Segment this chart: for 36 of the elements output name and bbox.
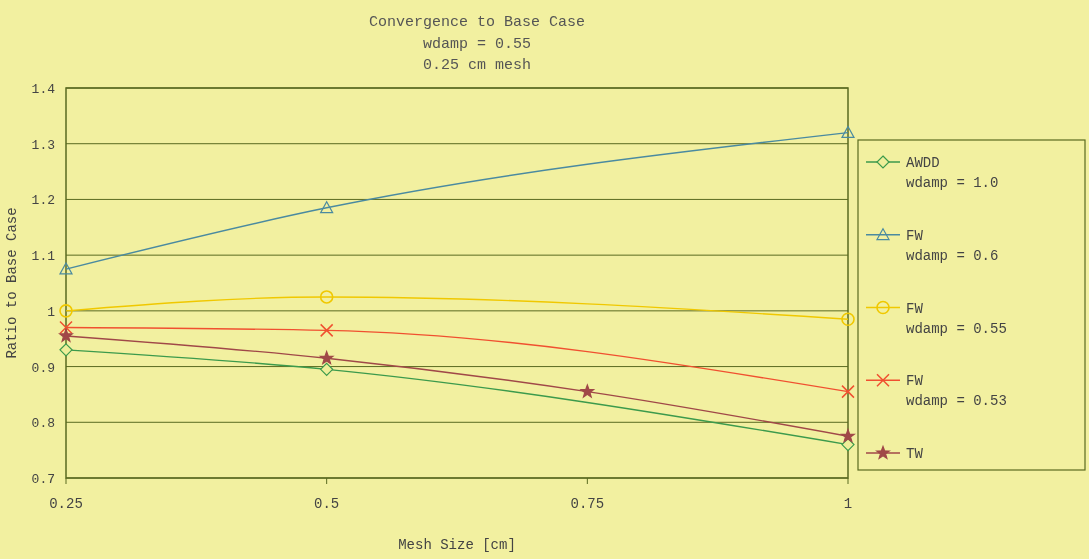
x-tick-label: 0.25 — [49, 496, 83, 512]
y-tick-label: 0.7 — [31, 472, 55, 487]
y-tick-label: 1.3 — [31, 137, 55, 153]
point — [841, 429, 855, 443]
legend-label: AWDD wdamp = 1.0 — [906, 155, 999, 191]
point — [319, 290, 334, 304]
y-axis-title: Ratio to Base Case — [4, 207, 20, 359]
y-tick-label: 1.4 — [31, 82, 56, 97]
legend-label: FW wdamp = 0.6 — [906, 227, 999, 264]
point — [59, 343, 73, 357]
legend-label: TW — [906, 446, 924, 462]
y-tick-label: 1.2 — [31, 193, 55, 209]
x-tick-label: 0.75 — [570, 496, 605, 512]
point — [59, 328, 73, 342]
point — [320, 362, 334, 376]
y-tick-label: 0.8 — [31, 416, 55, 432]
x-tick-label: 1 — [843, 496, 853, 512]
y-tick-label: 0.9 — [31, 360, 55, 376]
point — [580, 384, 595, 398]
chart-title: Convergence to Base Case — [368, 14, 586, 31]
point — [319, 351, 334, 365]
point — [59, 304, 73, 318]
chart-subtitle: wdamp = 0.55 0.25 cm mesh — [422, 36, 532, 74]
legend-label: FW wdamp = 0.55 — [906, 300, 1007, 337]
point — [59, 262, 73, 275]
y-tick-label: 1.1 — [31, 249, 56, 265]
point — [841, 125, 855, 138]
x-tick-label: 0.5 — [314, 496, 340, 512]
point — [319, 323, 334, 338]
legend-label: FW wdamp = 0.53 — [906, 373, 1007, 410]
point — [841, 312, 855, 327]
x-axis-title: Mesh Size [cm] — [398, 537, 516, 553]
point — [59, 320, 73, 335]
y-tick-label: 1 — [47, 304, 56, 320]
point — [841, 384, 855, 399]
point — [320, 201, 334, 214]
